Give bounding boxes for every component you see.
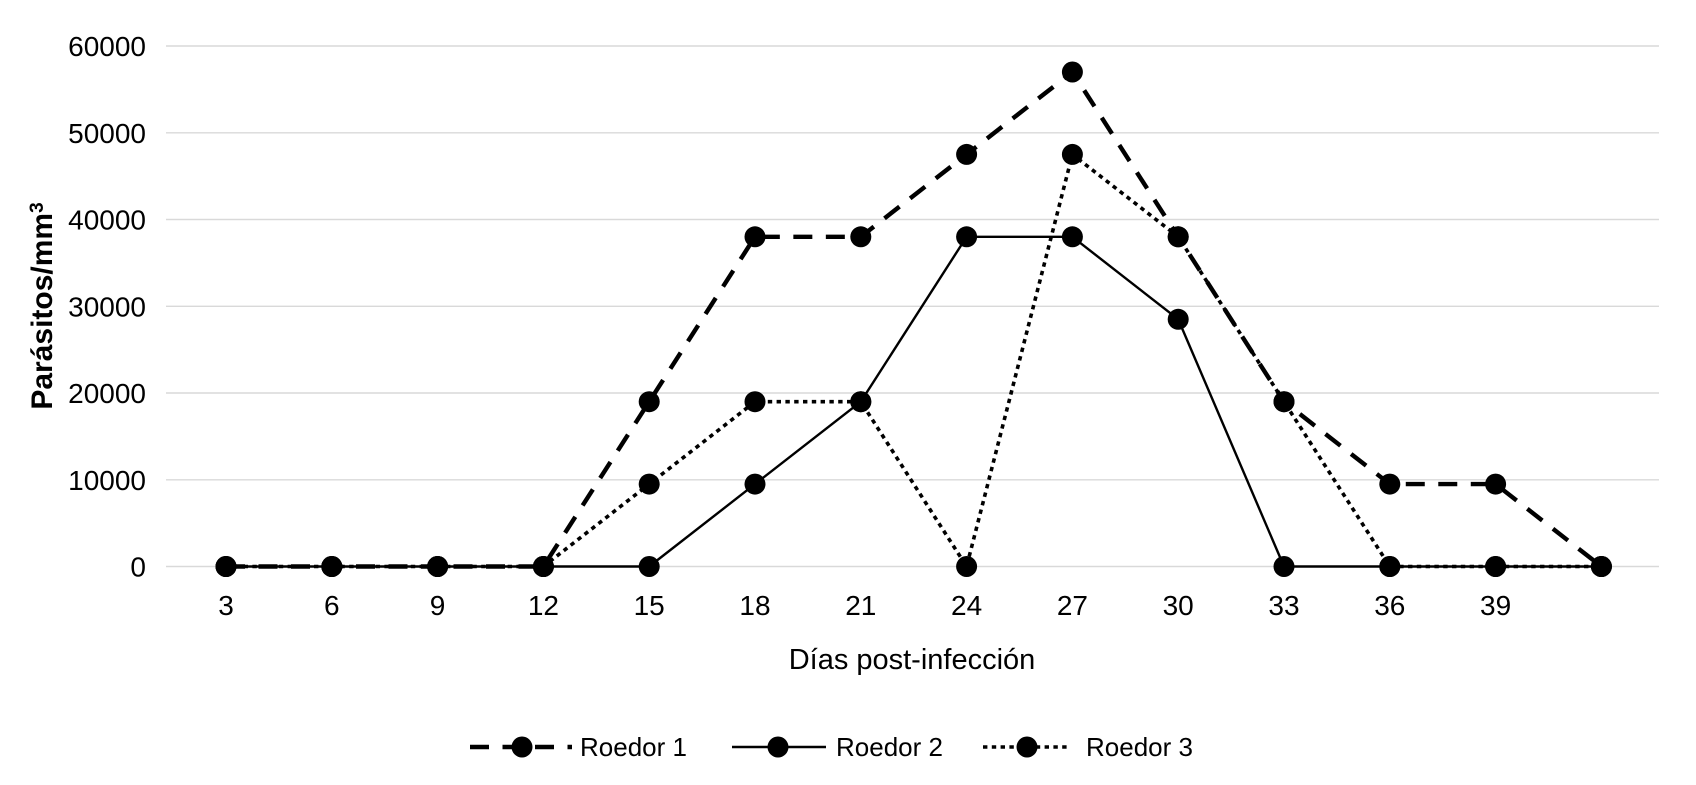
- marker-roedor-3-day-12: [532, 556, 554, 577]
- legend-item-roedor-2: Roedor 2: [732, 732, 943, 762]
- x-tick-label: 9: [430, 590, 446, 621]
- marker-roedor-3-day-15: [638, 473, 660, 495]
- marker-roedor-2-day-27: [1061, 226, 1083, 248]
- marker-roedor-2-day-30: [1167, 308, 1189, 330]
- legend-label: Roedor 3: [1086, 732, 1193, 762]
- marker-roedor-2-day-15: [638, 556, 660, 577]
- marker-roedor-3-day-39: [1485, 556, 1507, 577]
- marker-roedor-1-day-21: [850, 226, 872, 248]
- x-tick-label: 39: [1480, 590, 1511, 621]
- y-axis-tick-labels: 0 10000 20000 30000 40000 50000 60000: [68, 31, 146, 583]
- marker-roedor-1-day-18: [744, 226, 766, 248]
- series-line-roedor-3: [226, 151, 1602, 571]
- y-tick-label: 50000: [68, 118, 146, 149]
- marker-roedor-3-day-27: [1061, 143, 1083, 165]
- x-tick-label: 3: [218, 590, 234, 621]
- legend-swatch-marker: [767, 736, 789, 758]
- marker-roedor-3-day-36: [1379, 556, 1401, 577]
- marker-roedor-3-day-24: [956, 556, 978, 577]
- x-axis-title: Días post-infección: [789, 644, 1036, 676]
- marker-roedor-2-day-33: [1273, 556, 1295, 577]
- y-tick-label: 30000: [68, 291, 146, 322]
- y-axis-title: Parásitos/mm3: [26, 202, 59, 409]
- x-tick-label: 27: [1057, 590, 1088, 621]
- marker-roedor-3-day-9: [427, 556, 449, 577]
- marker-roedor-3-day-6: [321, 556, 343, 577]
- legend-item-roedor-1: Roedor 1: [470, 732, 687, 762]
- x-tick-label: 6: [324, 590, 340, 621]
- x-tick-label: 12: [528, 590, 559, 621]
- marker-roedor-3-day-42: [1590, 556, 1612, 577]
- legend: Roedor 1 Roedor 2 Roedor 3: [470, 732, 1193, 762]
- series-line-roedor-2: [226, 235, 1602, 568]
- y-tick-label: 40000: [68, 205, 146, 236]
- marker-roedor-3-day-18: [744, 391, 766, 413]
- marker-roedor-1-day-15: [638, 391, 660, 413]
- gridlines: [166, 45, 1659, 568]
- x-tick-label: 21: [845, 590, 876, 621]
- x-tick-label: 18: [739, 590, 770, 621]
- legend-swatch-marker: [511, 736, 533, 758]
- legend-item-roedor-3: Roedor 3: [983, 732, 1193, 762]
- x-axis-tick-labels: 3 6 9 12 15 18 21 24 27 30 33 36 39: [218, 590, 1511, 621]
- marker-roedor-3-day-3: [215, 556, 237, 577]
- x-tick-label: 24: [951, 590, 982, 621]
- marker-roedor-1-day-24: [956, 143, 978, 165]
- y-tick-label: 0: [130, 552, 146, 583]
- series-lines: [226, 68, 1603, 571]
- legend-label: Roedor 2: [836, 732, 943, 762]
- marker-roedor-3-day-21: [850, 391, 872, 413]
- marker-roedor-1-day-27: [1061, 61, 1083, 83]
- legend-swatch-marker: [1016, 736, 1038, 758]
- marker-roedor-3-day-30: [1167, 226, 1189, 248]
- marker-roedor-3-day-33: [1273, 391, 1295, 413]
- marker-roedor-2-day-18: [744, 473, 766, 495]
- x-tick-label: 36: [1374, 590, 1405, 621]
- x-tick-label: 33: [1268, 590, 1299, 621]
- x-tick-label: 30: [1163, 590, 1194, 621]
- marker-roedor-1-day-36: [1379, 473, 1401, 495]
- y-tick-label: 60000: [68, 31, 146, 62]
- legend-label: Roedor 1: [580, 732, 687, 762]
- data-point-markers: [215, 61, 1612, 577]
- marker-roedor-1-day-39: [1485, 473, 1507, 495]
- y-tick-label: 20000: [68, 378, 146, 409]
- marker-roedor-2-day-24: [956, 226, 978, 248]
- x-tick-label: 15: [634, 590, 665, 621]
- y-tick-label: 10000: [68, 465, 146, 496]
